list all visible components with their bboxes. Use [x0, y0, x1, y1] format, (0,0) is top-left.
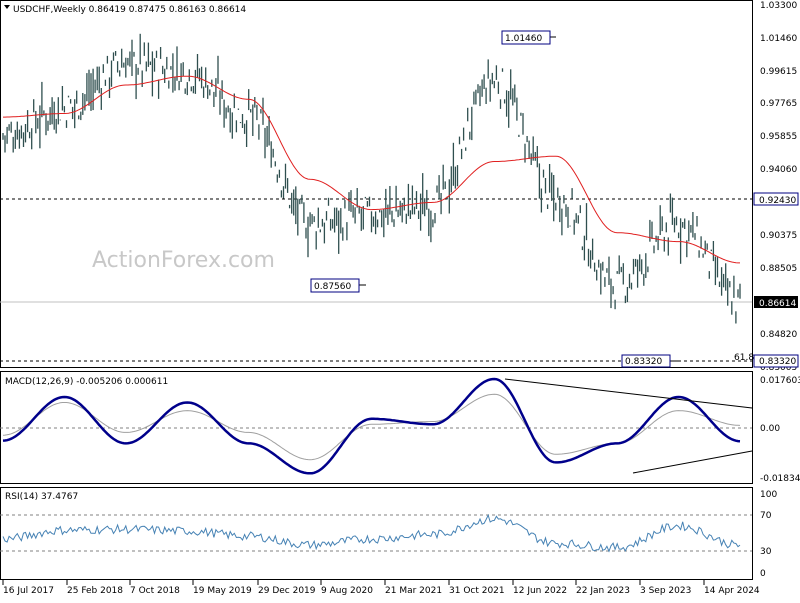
price-tick: 1.03300 — [760, 1, 797, 11]
time-label: 3 Sep 2023 — [640, 586, 691, 596]
time-label: 16 Jul 2017 — [3, 586, 54, 596]
time-axis: 16 Jul 2017 25 Feb 2018 7 Oct 2018 19 Ma… — [2, 580, 760, 596]
moving-average-line — [3, 75, 740, 264]
time-label: 22 Jan 2023 — [576, 586, 630, 596]
time-label: 7 Oct 2018 — [130, 586, 180, 596]
time-label: 12 Jun 2022 — [513, 586, 567, 596]
price-tick: 0.90375 — [760, 231, 797, 241]
time-label: 19 May 2019 — [193, 586, 252, 596]
low-2020-label: 0.87560 — [314, 282, 351, 292]
price-tick: 1.01460 — [760, 34, 797, 44]
low-2023-label: 0.83320 — [625, 357, 662, 367]
time-label: 14 Apr 2024 — [704, 586, 760, 596]
rsi-tick: 0 — [760, 569, 766, 579]
macd-line — [2, 377, 741, 475]
level-price-label: 0.92430 — [759, 196, 796, 206]
rsi-title: RSI(14) 37.4767 — [5, 492, 78, 502]
rsi-tick: 70 — [760, 511, 772, 521]
fib-level-label: 61.8 — [734, 353, 754, 363]
low-2020-annotation: 0.87560 — [310, 278, 366, 293]
macd-tick: 0.017603 — [760, 376, 800, 386]
price-tick: 0.94060 — [760, 165, 797, 175]
current-price-box — [754, 296, 798, 308]
high-annotation: 1.01460 — [501, 30, 556, 45]
price-tick: 0.88505 — [760, 264, 797, 274]
macd-upper-trendline — [504, 378, 753, 409]
price-tick: 0.84820 — [760, 330, 797, 340]
low-2023-annotation: 0.83320 — [621, 354, 680, 368]
rsi-tick: 30 — [760, 547, 772, 557]
time-label: 25 Feb 2018 — [67, 586, 123, 596]
macd-tick: -0.01834 — [760, 474, 800, 484]
symbol-header: USDCHF,Weekly 0.86419 0.87475 0.86163 0.… — [13, 5, 246, 15]
macd-signal-line — [2, 393, 741, 461]
macd-panel-frame — [0, 371, 753, 484]
price-tick: 0.99615 — [760, 67, 797, 77]
symbol-dropdown-icon[interactable] — [4, 5, 10, 9]
high-label: 1.01460 — [505, 34, 542, 44]
macd-title: MACD(12,26,9) -0.005206 0.000611 — [5, 377, 168, 387]
time-label: 21 Mar 2021 — [385, 586, 442, 596]
time-label: 29 Dec 2019 — [258, 586, 316, 596]
support-price-box — [753, 354, 799, 368]
level-price-box — [753, 192, 799, 206]
price-tick: 0.83005 — [760, 363, 797, 373]
macd-tick: 0.00 — [760, 424, 780, 434]
price-panel-frame — [0, 0, 753, 368]
rsi-line — [2, 513, 741, 553]
time-label: 31 Oct 2021 — [449, 586, 505, 596]
rsi-tick: 100 — [760, 490, 777, 500]
current-price-label: 0.86614 — [759, 299, 796, 309]
support-price-label: 0.83320 — [759, 357, 796, 367]
time-label: 9 Aug 2020 — [321, 586, 373, 596]
price-tick: 0.97765 — [760, 99, 797, 109]
rsi-panel-frame — [0, 487, 753, 580]
price-bars — [2, 33, 741, 324]
price-axis: 1.03300 1.01460 0.99615 0.97765 0.95855 … — [753, 1, 799, 373]
macd-lower-trendline — [632, 450, 753, 474]
watermark: ActionForex.com — [92, 248, 275, 273]
price-tick: 0.95855 — [760, 132, 797, 142]
